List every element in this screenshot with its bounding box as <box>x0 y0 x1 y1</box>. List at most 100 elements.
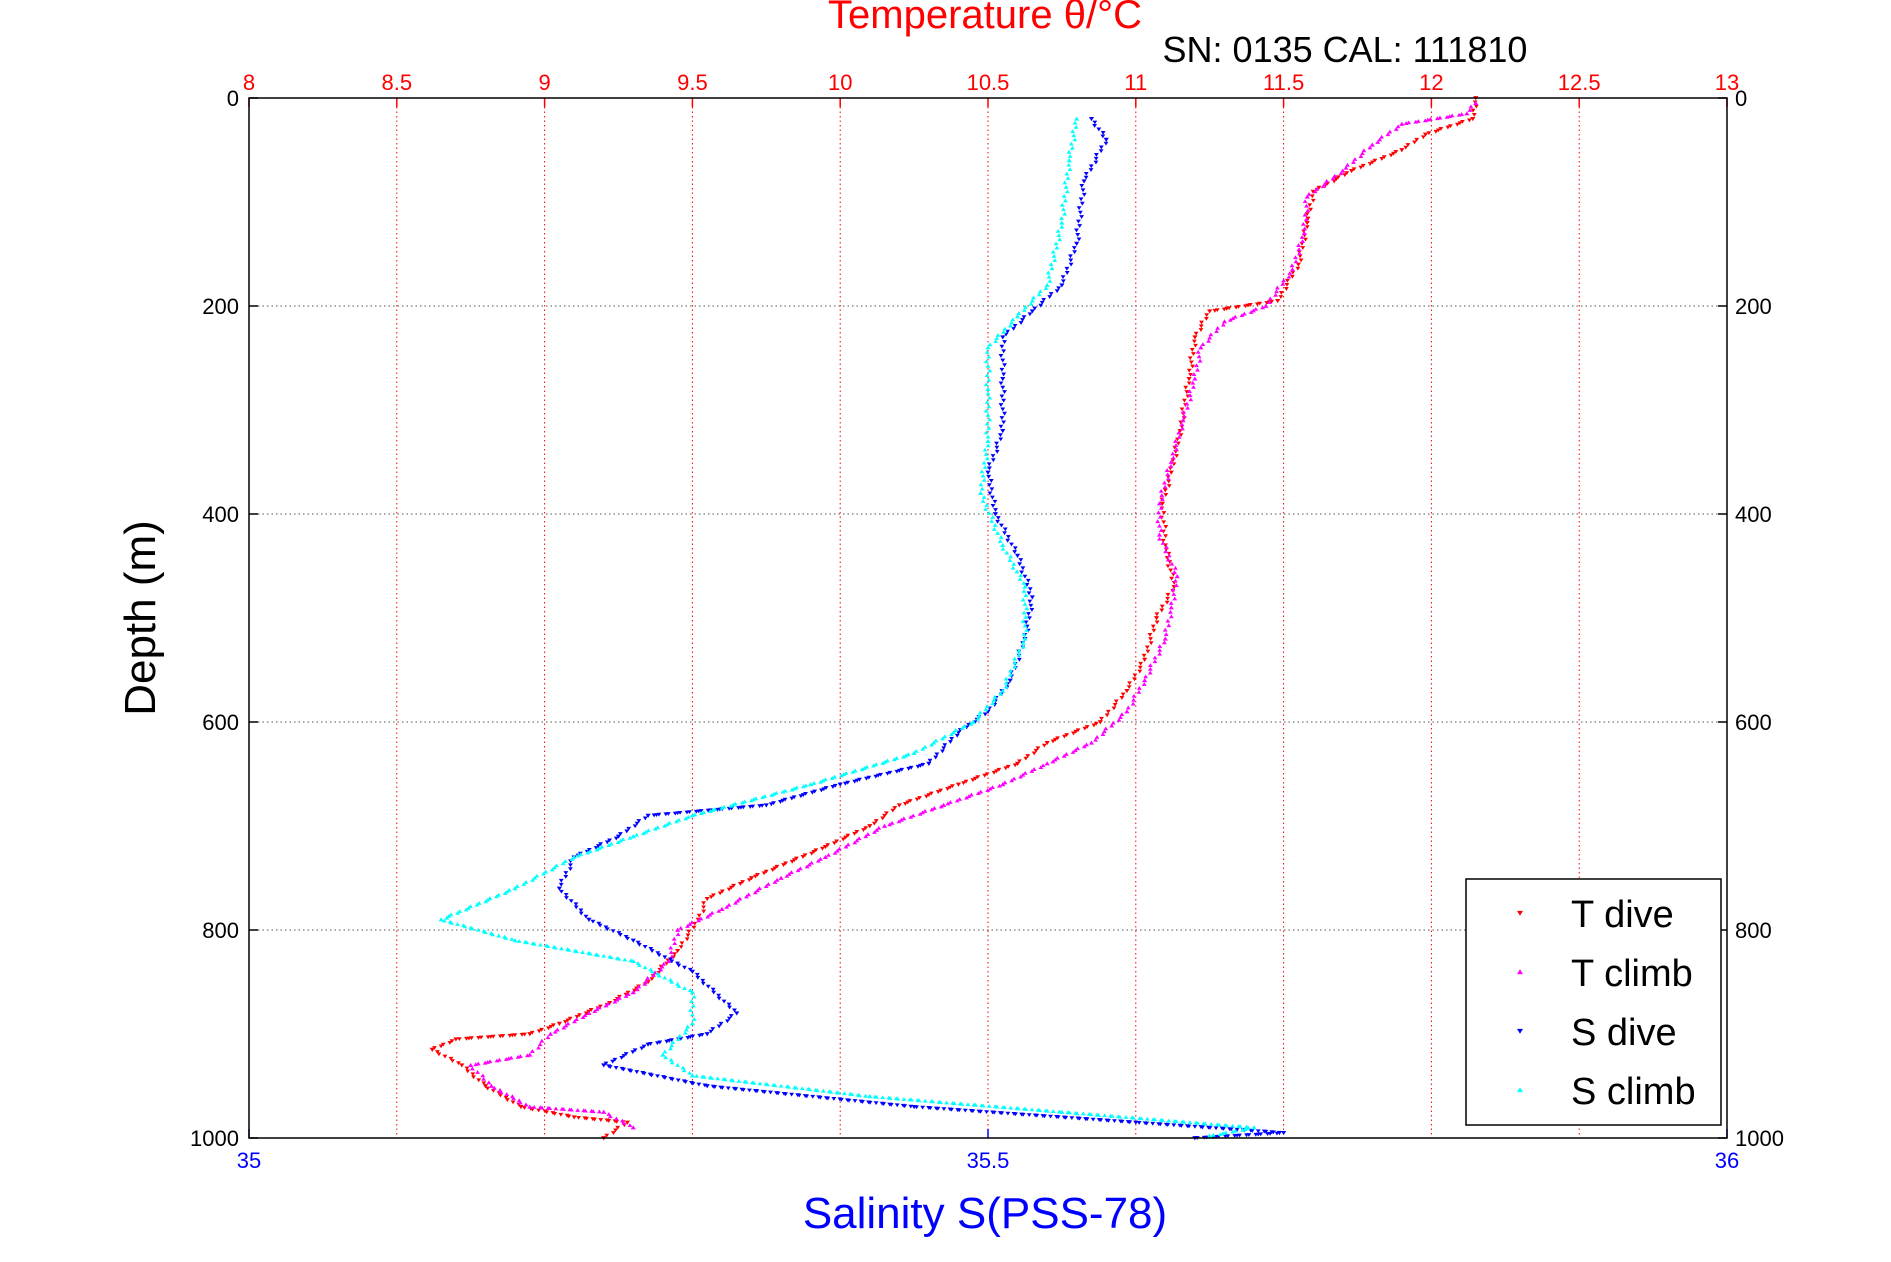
data-point <box>922 744 928 749</box>
data-point <box>672 952 678 957</box>
data-point <box>1000 385 1006 390</box>
data-point <box>1049 266 1055 271</box>
data-point <box>449 920 455 925</box>
data-point <box>1152 659 1158 664</box>
data-point <box>994 449 1000 454</box>
data-point <box>942 734 948 739</box>
data-point <box>436 1052 442 1057</box>
data-point <box>463 907 469 912</box>
data-point <box>1312 189 1318 194</box>
data-point <box>635 987 640 992</box>
data-point <box>876 825 882 830</box>
data-point <box>1028 301 1034 306</box>
data-point <box>1078 197 1084 202</box>
data-point <box>1255 1129 1261 1134</box>
data-point <box>701 1074 707 1079</box>
data-point <box>1131 697 1136 702</box>
data-point <box>1141 653 1147 658</box>
data-point <box>992 694 998 699</box>
data-point <box>1473 104 1479 109</box>
data-point <box>1206 338 1211 343</box>
data-point <box>1037 289 1043 294</box>
data-point <box>1083 171 1089 176</box>
data-point <box>1464 111 1470 116</box>
data-point <box>985 413 991 417</box>
data-point <box>1208 332 1214 337</box>
data-point <box>624 1120 630 1125</box>
data-point <box>599 844 605 849</box>
data-point <box>1056 233 1062 237</box>
data-point <box>780 789 786 794</box>
data-point <box>1399 121 1405 126</box>
data-point <box>1023 614 1029 619</box>
data-point <box>1061 734 1067 739</box>
data-point <box>483 899 489 904</box>
data-point <box>676 984 682 988</box>
data-point <box>1009 542 1014 547</box>
data-point <box>809 790 815 795</box>
data-point <box>988 479 994 483</box>
data-point <box>1048 262 1054 267</box>
data-point <box>680 1065 686 1070</box>
data-point <box>864 776 869 781</box>
data-point <box>448 912 454 917</box>
data-point <box>938 804 944 809</box>
data-point <box>1021 580 1027 585</box>
data-point <box>984 704 990 709</box>
data-point <box>1379 134 1384 139</box>
data-point <box>1120 692 1126 697</box>
data-point <box>672 941 678 946</box>
data-point <box>1239 313 1245 318</box>
data-point <box>544 1110 550 1115</box>
data-point <box>789 796 795 801</box>
data-point <box>941 1107 947 1112</box>
data-point <box>447 1040 453 1045</box>
data-point <box>694 972 700 977</box>
data-point <box>1077 1116 1082 1121</box>
data-point <box>820 778 826 783</box>
data-point <box>1050 759 1056 764</box>
data-point <box>690 1081 696 1086</box>
data-point <box>669 1043 675 1048</box>
data-point <box>962 724 967 728</box>
data-point <box>1067 167 1073 171</box>
top-tick-label: 9.5 <box>677 70 708 95</box>
data-point <box>569 1107 574 1112</box>
data-point <box>1101 729 1107 734</box>
data-point <box>1187 356 1193 361</box>
data-point <box>740 1088 746 1092</box>
data-point <box>685 814 691 819</box>
data-point <box>1387 129 1393 134</box>
data-point <box>689 990 695 995</box>
data-point <box>1161 511 1167 516</box>
data-point <box>716 1024 722 1029</box>
data-point <box>1002 1105 1007 1110</box>
data-point <box>456 1061 461 1066</box>
data-point <box>751 1080 757 1085</box>
data-point <box>934 752 940 757</box>
data-point <box>1338 171 1344 176</box>
data-point <box>700 981 706 986</box>
data-point <box>1360 163 1366 168</box>
data-point <box>916 1098 922 1103</box>
data-point <box>938 1100 943 1104</box>
data-point <box>733 1087 739 1092</box>
data-point <box>1278 291 1284 295</box>
data-point <box>1011 561 1017 566</box>
data-point <box>852 779 858 784</box>
data-point <box>1309 194 1315 199</box>
data-point <box>1018 321 1024 325</box>
data-point <box>920 810 925 815</box>
data-point <box>1088 740 1095 745</box>
data-point <box>1074 1111 1080 1116</box>
data-point <box>1322 181 1328 186</box>
data-point <box>918 763 923 768</box>
data-point <box>468 1062 474 1068</box>
data-point <box>1251 308 1256 313</box>
data-point <box>509 937 515 941</box>
data-point <box>684 937 690 942</box>
data-point <box>1029 1107 1035 1112</box>
data-point <box>1066 158 1072 163</box>
data-point <box>1100 130 1106 135</box>
data-point <box>1320 184 1326 189</box>
